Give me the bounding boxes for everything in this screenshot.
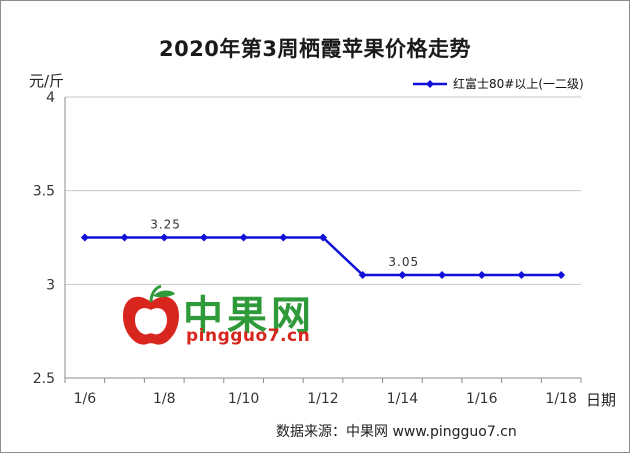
data-point (517, 270, 526, 279)
data-source: 数据来源：中果网 www.pingguo7.cn (276, 424, 517, 440)
data-point (358, 270, 367, 279)
data-point (160, 233, 169, 242)
y-tick-label: 3 (46, 277, 55, 293)
data-point (319, 233, 327, 242)
chart-title: 2020年第3周栖霞苹果价格走势 (158, 37, 472, 61)
x-tick-label: 1/6 (74, 391, 97, 407)
legend: 红富士80#以上(一二级) (413, 75, 584, 92)
data-label: 3.05 (388, 255, 419, 269)
data-point (438, 270, 447, 279)
y-tick-label: 4 (46, 90, 55, 106)
x-tick-label: 1/12 (307, 391, 338, 407)
x-tick-label: 1/10 (228, 391, 259, 407)
y-tick-label: 3.5 (33, 184, 55, 200)
data-point (557, 270, 566, 279)
watermark-name: 中果网 (183, 293, 315, 339)
data-point (477, 270, 486, 279)
y-axis-unit: 元/斤 (29, 72, 65, 90)
data-point (239, 233, 248, 242)
data-point (80, 233, 89, 242)
data-point (120, 233, 129, 242)
series-line (84, 236, 562, 277)
apple-logo-icon (123, 284, 179, 345)
x-tick-label: 1/18 (545, 391, 576, 407)
x-tick-label: 1/16 (466, 391, 498, 407)
legend-label: 红富士80#以上(一二级) (453, 77, 584, 91)
data-point (398, 270, 407, 279)
data-point (199, 233, 208, 242)
x-tick-label: 1/8 (153, 391, 176, 407)
legend-swatch-icon (413, 79, 447, 88)
data-point (279, 233, 288, 242)
data-label: 3.25 (150, 218, 181, 232)
y-tick-label: 2.5 (33, 371, 55, 387)
x-axis-unit: 日期 (586, 391, 617, 409)
watermark-domain: pingguo7.cn (186, 326, 311, 346)
x-tick-label: 1/14 (387, 391, 419, 407)
